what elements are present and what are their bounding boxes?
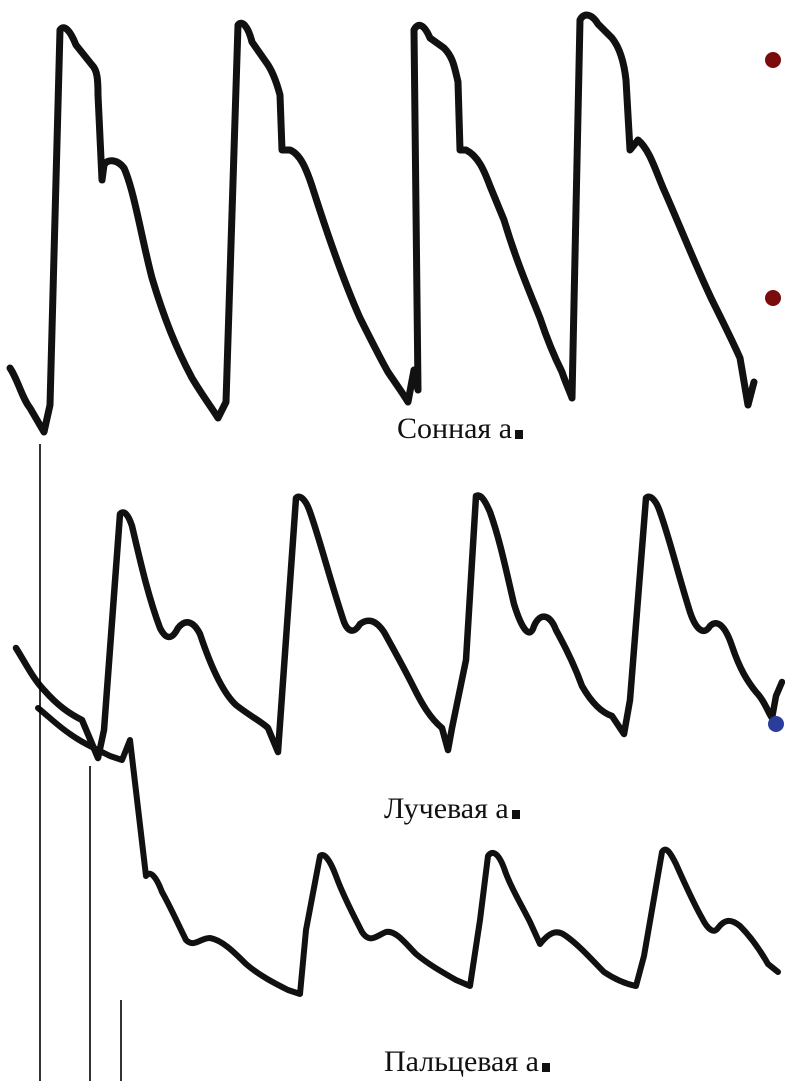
bullet-dot-upper [765,52,781,68]
carotid-pulse-trace [6,11,758,436]
radial-pulse-trace [12,492,785,762]
label-carotid: Сонная а [397,412,524,445]
label-finger: Пальцевая а [384,1047,550,1077]
finger-pulse-trace [35,705,781,997]
label-radial-text: Лучевая а [384,792,509,825]
highlight-dot [768,716,784,732]
label-finger-text: Пальцевая а [384,1045,539,1078]
bullet-dot-lower [765,290,781,306]
label-finger-square [541,1063,550,1072]
label-radial-square [511,810,520,819]
label-radial: Лучевая а [384,794,520,824]
label-carotid-square [515,430,524,439]
label-carotid-text: Сонная а [397,412,513,445]
